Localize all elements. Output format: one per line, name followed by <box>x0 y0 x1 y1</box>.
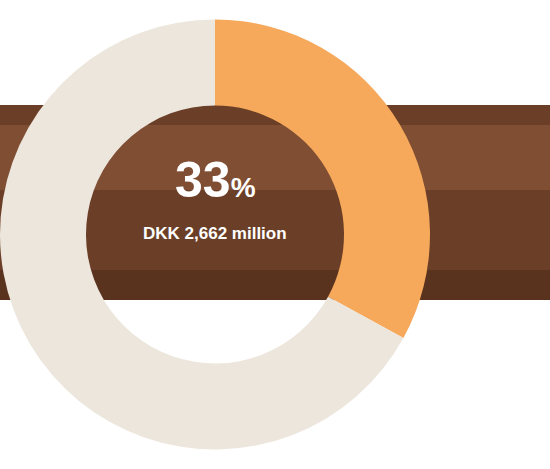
svg-text:DKK 2,662 million: DKK 2,662 million <box>143 224 287 243</box>
svg-text:33%: 33% <box>175 152 256 208</box>
